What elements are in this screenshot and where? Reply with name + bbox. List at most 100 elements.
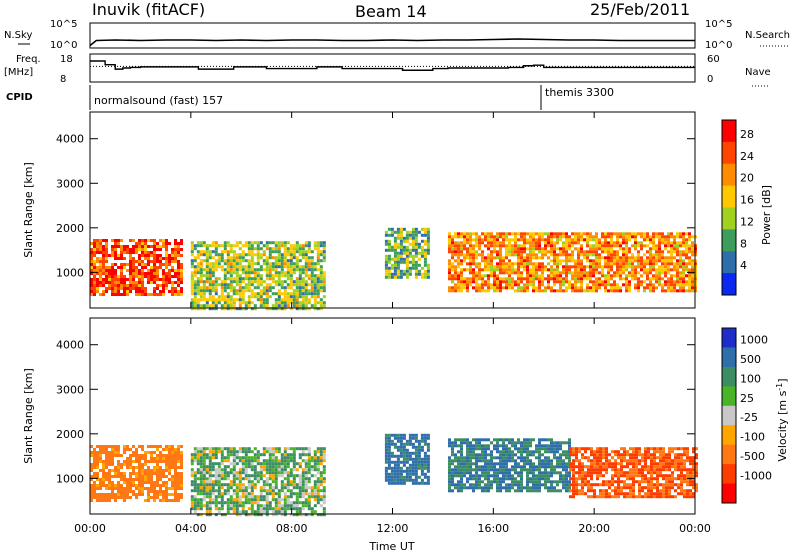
echo-cell [460,250,463,254]
echo-cell [505,453,508,457]
echo-cell [562,289,565,293]
echo-cell [481,489,484,493]
echo-cell [196,250,200,254]
echo-cell [685,280,688,284]
echo-cell [193,292,197,296]
echo-cell [223,447,227,451]
echo-cell [417,466,421,470]
echo-cell [670,232,673,236]
echo-cell [265,483,269,487]
echo-cell [538,447,541,451]
echo-cell [580,238,583,242]
echo-cell [322,453,326,457]
echo-cell [556,253,559,257]
echo-cell [274,301,278,305]
echo-cell [259,295,263,299]
echo-cell [589,250,592,254]
echo-cell [214,483,218,487]
echo-cell [487,289,490,293]
echo-cell [144,499,147,502]
echo-cell [159,239,162,242]
echo-cell [454,444,457,448]
echo-cell [595,280,598,284]
echo-cell [196,462,200,466]
echo-cell [587,489,590,493]
echo-cell [232,286,236,290]
echo-cell [508,241,511,245]
echo-cell [211,453,215,457]
echo-cell [90,254,93,257]
echo-cell [289,483,293,487]
echo-cell [319,447,323,451]
echo-cell [529,247,532,251]
echo-cell [165,457,168,460]
echo-cell [556,456,559,460]
echo-cell [268,492,272,496]
echo-cell [526,444,529,448]
echo-cell [190,498,194,502]
echo-cell [598,244,601,248]
echo-cell [304,465,308,469]
echo-cell [241,253,245,257]
echo-cell [150,269,153,272]
echo-cell [193,474,197,478]
echo-cell [457,271,460,275]
echo-cell [313,244,317,248]
echo-cell [235,489,239,493]
echo-cell [304,489,308,493]
echo-cell [423,239,427,243]
echo-cell [244,501,248,505]
echo-cell [511,268,514,272]
echo-cell [580,277,583,281]
echo-cell [126,278,129,281]
echo-cell [568,259,571,263]
echo-cell [572,465,575,469]
echo-cell [520,459,523,463]
echo-cell [550,250,553,254]
echo-cell [138,245,141,248]
echo-cell [304,250,308,254]
echo-cell [99,457,102,460]
echo-cell [241,495,245,499]
echo-cell [123,481,126,484]
echo-cell [414,269,418,273]
echo-cell [469,262,472,266]
echo-cell [652,277,655,281]
echo-cell [604,232,607,236]
echo-cell [517,247,520,251]
echo-cell [283,280,287,284]
echo-cell [96,457,99,460]
echo-cell [526,262,529,266]
echo-cell [517,489,520,493]
echo-cell [274,247,278,251]
echo-cell [93,269,96,272]
echo-cell [235,510,239,514]
echo-cell [156,469,159,472]
echo-cell [592,271,595,275]
echo-cell [584,471,587,475]
echo-cell [168,499,171,502]
echo-cell [99,242,102,245]
echo-cell [405,472,409,476]
echo-cell [487,259,490,263]
echo-cell [496,289,499,293]
echo-cell [102,493,105,496]
echo-cell [247,480,251,484]
echo-cell [408,272,412,276]
echo-cell [550,450,553,454]
echo-cell [235,274,239,278]
echo-cell [205,301,209,305]
echo-cell [180,481,183,484]
echo-cell [165,278,168,281]
echo-cell [232,459,236,463]
echo-cell [316,247,320,251]
echo-cell [220,250,224,254]
echo-cell [162,239,165,242]
echo-cell [292,450,296,454]
echo-cell [141,293,144,296]
echo-cell [673,238,676,242]
echo-cell [313,295,317,299]
echo-cell [238,247,242,251]
echo-cell [469,280,472,284]
echo-cell [589,238,592,242]
